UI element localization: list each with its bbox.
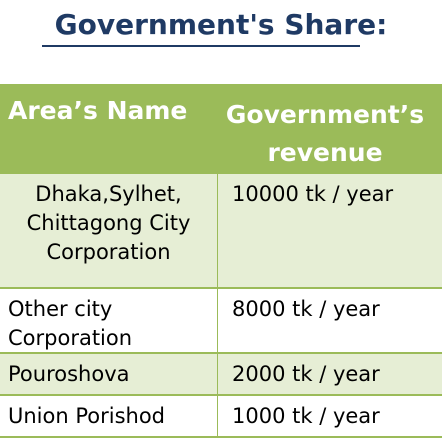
title-underline [42, 45, 360, 47]
header-area-name: Area’s Name [8, 96, 188, 125]
revenue-table: Area’s Name Government’s revenue Dhaka,S… [0, 84, 442, 438]
table-header-row: Area’s Name Government’s revenue [0, 84, 442, 174]
area-line: Corporation [46, 240, 171, 264]
revenue-cell: 1000 tk / year [232, 404, 380, 428]
table-row: Other city Corporation 8000 tk / year [0, 289, 442, 354]
area-line: Dhaka,Sylhet, [35, 182, 182, 206]
revenue-cell: 8000 tk / year [232, 297, 380, 321]
area-line: Chittagong City [26, 211, 191, 235]
table-row: Pouroshova 2000 tk / year [0, 354, 442, 396]
area-line: Pouroshova [8, 362, 130, 386]
area-line: Corporation [8, 326, 133, 350]
area-line: Union Porishod [8, 404, 166, 428]
table-row: Union Porishod 1000 tk / year [0, 396, 442, 438]
revenue-cell: 10000 tk / year [232, 182, 394, 206]
area-cell: Dhaka,Sylhet, Chittagong City Corporatio… [0, 174, 218, 287]
header-revenue-line1: Government’s [225, 100, 425, 129]
area-cell: Other city Corporation [0, 289, 218, 352]
area-line: Other city [8, 297, 113, 321]
header-government-revenue: Government’s revenue [208, 84, 442, 174]
header-revenue-line2: revenue [267, 138, 383, 167]
area-cell: Pouroshova [0, 354, 218, 394]
revenue-cell: 2000 tk / year [232, 362, 380, 386]
area-cell: Union Porishod [0, 396, 218, 436]
page-title: Government's Share: [54, 8, 388, 41]
table-row: Dhaka,Sylhet, Chittagong City Corporatio… [0, 174, 442, 289]
